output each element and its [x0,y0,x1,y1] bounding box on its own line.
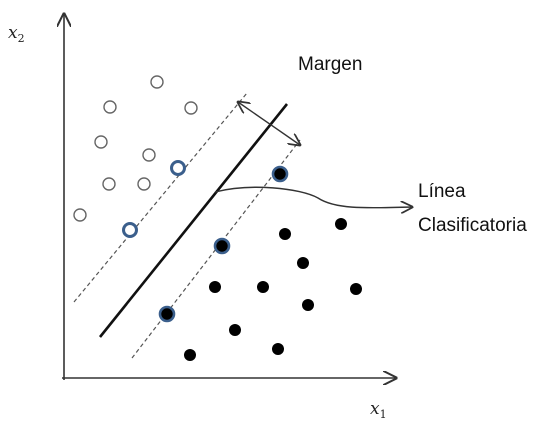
line-label-second: Clasificatoria [418,215,527,236]
filled-support-vectors [158,165,289,323]
filled-point [297,257,309,269]
filled-point [229,324,241,336]
class-filled-points [184,218,362,361]
filled-point [209,281,221,293]
filled-point [302,299,314,311]
filled-point [184,349,196,361]
open-point [150,75,164,89]
margin-arrow [238,102,300,145]
y-axis-label: x2 [8,23,25,45]
open-point [142,148,156,162]
filled-point [335,218,347,230]
open-support-vector [122,222,138,238]
filled-support-vector [271,165,289,183]
open-point [94,135,108,149]
filled-support-vector [158,305,176,323]
open-point [137,177,151,191]
margin-label: Margen [298,54,362,75]
open-point [184,101,198,115]
line-label-first: Línea [418,181,466,202]
open-point [73,208,87,222]
open-point [103,100,117,114]
open-support-vector [170,160,186,176]
open-point [102,177,116,191]
upper-margin-line [73,92,248,303]
filled-point [350,283,362,295]
x-axis-label: x1 [370,399,387,421]
filled-point [279,228,291,240]
x-axis-label-sub: 1 [380,408,387,421]
class-open-points [73,75,198,222]
open-support-vectors [122,160,186,238]
line-pointer-arrow [214,186,412,207]
filled-point [272,343,284,355]
x-axis-label-main: x [370,399,380,419]
filled-point [257,281,269,293]
y-axis-label-main: x [8,23,18,43]
lower-margin-line [131,139,301,359]
y-axis-label-sub: 2 [18,32,25,45]
classification-line [98,103,289,338]
filled-support-vector [213,237,231,255]
